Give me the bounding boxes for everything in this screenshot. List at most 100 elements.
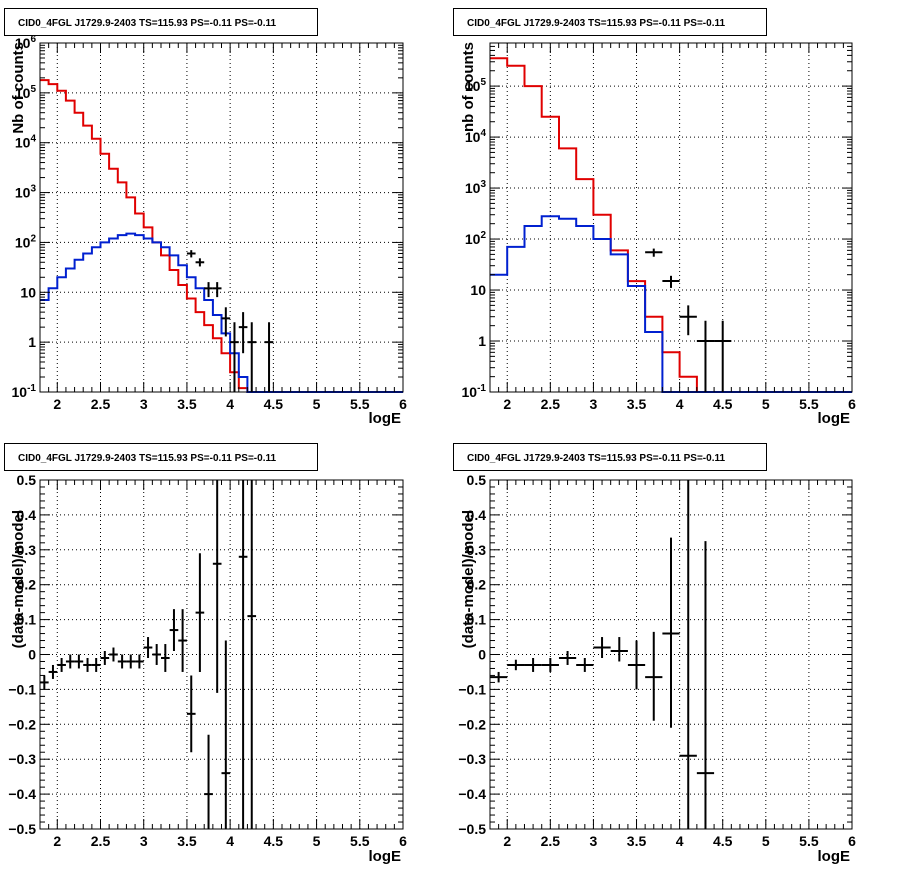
y-tick-label: 10-1 xyxy=(12,383,37,400)
x-tick-label: 5 xyxy=(762,396,770,412)
panel-title: CID0_4FGL J1729.9-2403 TS=115.93 PS=-0.1… xyxy=(467,18,725,29)
plot-frame xyxy=(489,42,853,393)
x-axis-title: logE xyxy=(369,848,402,865)
residual-point xyxy=(212,480,222,693)
y-tick-label: 103 xyxy=(465,179,487,196)
x-tick-label: 3.5 xyxy=(177,833,197,849)
y-tick-label: 10 xyxy=(470,282,486,298)
residual-point xyxy=(109,647,118,662)
data-point xyxy=(221,307,231,337)
residual-point xyxy=(679,480,697,829)
y-tick-label: 0.2 xyxy=(467,577,487,593)
data-point xyxy=(238,312,248,354)
panel-title: CID0_4FGL J1729.9-2403 TS=115.93 PS=-0.1… xyxy=(18,453,276,464)
x-tick-label: 5 xyxy=(313,833,321,849)
y-tick-label: 0.3 xyxy=(17,542,37,558)
residual-point xyxy=(143,637,153,658)
residual-point xyxy=(48,664,58,679)
y-tick-label: 0 xyxy=(478,647,486,663)
data-point xyxy=(662,275,680,288)
y-tick-label: 0.2 xyxy=(17,577,37,593)
x-tick-label: 5.5 xyxy=(799,396,819,412)
residual-point xyxy=(195,553,205,672)
x-tick-label: 2 xyxy=(53,396,61,412)
x-tick-label: 6 xyxy=(848,833,856,849)
y-tick-label: −0.1 xyxy=(458,681,486,697)
residual-point xyxy=(645,631,663,721)
x-tick-label: 4 xyxy=(676,833,684,849)
grid xyxy=(490,43,852,392)
x-axis-title: logE xyxy=(818,848,851,865)
x-tick-label: 2 xyxy=(53,833,61,849)
residual-point xyxy=(83,657,92,672)
x-tick-label: 2.5 xyxy=(541,833,561,849)
x-axis-title: logE xyxy=(818,410,851,427)
residual-point xyxy=(238,480,248,829)
x-tick-label: 5.5 xyxy=(350,396,370,412)
y-tick-label: 105 xyxy=(465,77,487,94)
y-tick-label: 0.5 xyxy=(467,472,487,488)
panel-title-box: CID0_4FGL J1729.9-2403 TS=115.93 PS=-0.1… xyxy=(4,443,318,471)
panel-2: CID0_4FGL J1729.9-2403 TS=115.93 PS=-0.1… xyxy=(453,8,856,427)
ticks xyxy=(489,42,853,393)
residual-point xyxy=(558,651,577,665)
panel-title-box: CID0_4FGL J1729.9-2403 TS=115.93 PS=-0.1… xyxy=(453,443,767,471)
residual-point xyxy=(169,609,179,652)
x-tick-label: 4.5 xyxy=(264,396,284,412)
grid xyxy=(40,480,403,829)
x-tick-label: 4 xyxy=(676,396,684,412)
y-tick-label: 0.1 xyxy=(467,612,487,628)
title-frame xyxy=(4,8,318,36)
series-source-model xyxy=(490,215,852,393)
x-tick-label: 3 xyxy=(140,396,148,412)
x-tick-label: 4 xyxy=(226,396,234,412)
x-tick-label: 6 xyxy=(399,833,407,849)
y-tick-label: −0.5 xyxy=(8,821,36,837)
data-point xyxy=(212,282,222,298)
ticks xyxy=(39,42,404,393)
y-axis-title: Nb of counts xyxy=(10,42,27,134)
residual-point xyxy=(610,637,628,662)
data-point xyxy=(679,305,697,336)
data-point xyxy=(186,250,196,258)
x-tick-label: 3.5 xyxy=(177,396,197,412)
x-tick-label: 3.5 xyxy=(627,833,647,849)
x-tick-label: 2 xyxy=(503,833,511,849)
title-frame xyxy=(4,443,318,471)
x-tick-label: 6 xyxy=(399,396,407,412)
data-point xyxy=(264,322,274,392)
residual-point xyxy=(126,654,136,669)
y-tick-label: 0.4 xyxy=(467,507,487,523)
y-tick-label: −0.4 xyxy=(458,786,486,802)
x-tick-label: 2.5 xyxy=(541,396,561,412)
y-tick-label: 104 xyxy=(15,134,37,151)
series-total-model xyxy=(40,79,403,393)
residual-point xyxy=(247,480,257,829)
y-tick-label: 0.5 xyxy=(17,472,37,488)
y-tick-label: 0.4 xyxy=(17,507,37,523)
residual-point xyxy=(696,541,715,829)
residual-point xyxy=(91,657,101,672)
y-tick-label: 1 xyxy=(478,333,486,349)
x-tick-label: 3.5 xyxy=(627,396,647,412)
series-source-model xyxy=(40,232,403,393)
residual-point xyxy=(204,734,213,829)
series-total-model xyxy=(490,57,852,393)
residual-point xyxy=(221,640,231,829)
x-tick-label: 2.5 xyxy=(91,833,111,849)
x-tick-label: 3 xyxy=(590,396,598,412)
residual-point xyxy=(161,644,170,672)
y-tick-label: 105 xyxy=(15,84,37,101)
y-axis-title: nb of counts xyxy=(460,42,477,132)
y-tick-label: −0.1 xyxy=(8,681,36,697)
x-tick-label: 4 xyxy=(226,833,234,849)
x-tick-label: 5.5 xyxy=(799,833,819,849)
data-point xyxy=(204,282,213,298)
panel-title-box: CID0_4FGL J1729.9-2403 TS=115.93 PS=-0.1… xyxy=(453,8,767,36)
residual-point xyxy=(541,657,559,672)
residual-point xyxy=(593,637,611,658)
panel-4: CID0_4FGL J1729.9-2403 TS=115.93 PS=-0.1… xyxy=(453,443,856,865)
y-tick-label: 0 xyxy=(28,647,36,663)
residual-point xyxy=(74,654,84,669)
